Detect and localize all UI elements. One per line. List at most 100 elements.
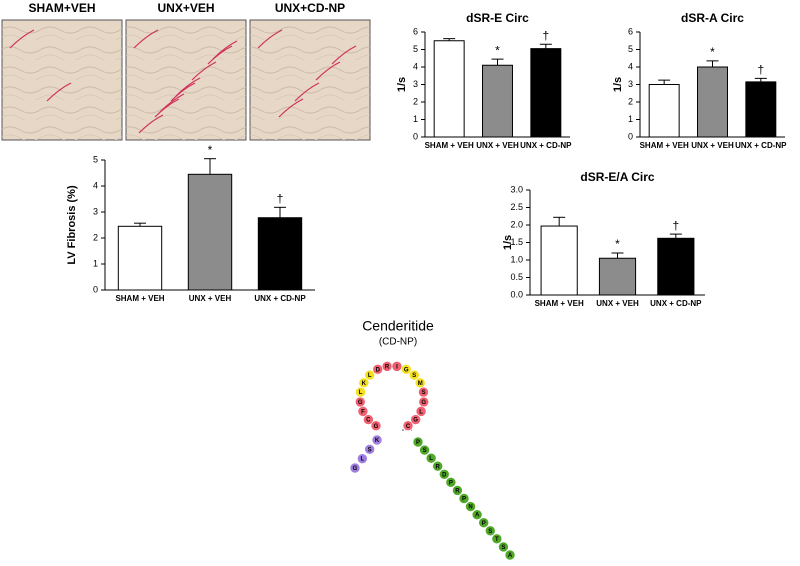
x-tick-label: UNX + VEH (691, 141, 734, 150)
bar (433, 40, 465, 138)
chart-title: dSR-E/A Circ (580, 170, 655, 184)
residue (370, 420, 382, 432)
significance-marker: † (757, 63, 764, 77)
fibrosis-streak (46, 82, 72, 102)
residue (410, 414, 421, 425)
y-tick-label: 1.0 (510, 254, 523, 264)
y-tick-label: 5 (413, 44, 418, 54)
residue-letter: L (368, 373, 372, 379)
error-bar (491, 58, 504, 66)
error-bar (274, 206, 286, 218)
residue-letter: R (436, 464, 441, 470)
residue-letter: C (366, 418, 371, 424)
panel-label: UNX+CD-NP (275, 1, 345, 15)
residue-letter: P (416, 440, 420, 446)
residue (419, 444, 430, 456)
panel-texture (250, 20, 370, 140)
error-bar (134, 222, 146, 227)
bar (117, 225, 163, 291)
fibrosis-streak (257, 29, 283, 49)
y-tick-label: 2.0 (510, 219, 523, 229)
residue-letter: I (396, 364, 398, 370)
fibrosis-streak (175, 77, 201, 97)
y-tick-label: 3.0 (510, 184, 523, 194)
y-tick-label: 0 (413, 131, 418, 141)
y-tick-label: 4 (93, 180, 98, 190)
residue-letter: L (359, 390, 363, 396)
fibrosis-streak (138, 114, 164, 134)
bar (482, 64, 513, 138)
error-bar (204, 158, 216, 175)
residue (458, 493, 470, 504)
residue-letter: S (488, 529, 492, 535)
error-bar (669, 233, 682, 239)
residue (452, 485, 463, 496)
residue-letter: T (495, 537, 499, 543)
y-tick-label: 5 (93, 154, 98, 164)
residue (357, 453, 368, 464)
residue-letter: A (475, 513, 480, 519)
bar (187, 173, 233, 291)
y-tick-label: 2 (413, 96, 418, 106)
fibrosis-streak (191, 61, 217, 81)
residue (465, 501, 476, 512)
residue (425, 452, 437, 464)
residue (358, 377, 370, 389)
y-tick-label: 0 (628, 131, 633, 141)
significance-marker: † (542, 28, 549, 42)
residue-letter: S (501, 545, 505, 551)
bar (697, 66, 728, 138)
error-bar (553, 216, 566, 227)
significance-marker: † (277, 191, 284, 205)
error-bar (443, 38, 456, 41)
y-tick-label: 1 (93, 258, 98, 268)
bar (257, 217, 303, 291)
residue-letter: P (482, 521, 486, 527)
residue-letter: D (376, 367, 381, 373)
fibrosis-streak (278, 98, 304, 118)
x-tick-label: UNX + CD-NP (735, 141, 787, 150)
fibrosis-streak (170, 82, 196, 102)
residue-letter: C (406, 424, 411, 430)
panel-label: SHAM+VEH (28, 1, 95, 15)
residue (349, 462, 361, 474)
error-bar (706, 60, 719, 67)
residue (504, 549, 516, 561)
residue-letter: S (368, 447, 372, 453)
residue-letter: N (468, 505, 472, 511)
residue-letter: K (375, 438, 380, 444)
y-tick-label: 1 (413, 114, 418, 124)
fibrosis-streak (159, 93, 185, 113)
residue (445, 477, 457, 488)
residue-letter: D (442, 472, 447, 478)
x-tick-label: UNX + VEH (189, 294, 232, 303)
residue-letter: R (455, 489, 460, 495)
residue-letter: R (385, 364, 390, 370)
y-tick-label: 0.5 (510, 272, 523, 282)
panel-texture (2, 20, 122, 140)
residue (471, 509, 483, 520)
residue-letter: S (421, 390, 425, 396)
x-tick-label: UNX + CD-NP (254, 294, 306, 303)
significance-marker: * (495, 43, 500, 57)
peptide-title: Cenderitide (362, 318, 434, 334)
residue (364, 369, 376, 381)
y-tick-label: 2.5 (510, 202, 523, 212)
residue-letter: G (358, 400, 363, 406)
residue-letter: F (361, 409, 365, 415)
y-axis-label: 1/s (612, 77, 624, 92)
residue-letter: L (360, 457, 364, 463)
residue (478, 517, 490, 529)
residue-letter: K (362, 381, 367, 387)
x-tick-label: SHAM + VEH (640, 141, 689, 150)
residue (363, 414, 374, 425)
x-tick-label: UNX + VEH (476, 141, 519, 150)
y-tick-label: 3 (413, 79, 418, 89)
error-bar (754, 77, 767, 82)
x-tick-label: UNX + VEH (596, 299, 639, 308)
error-bar (539, 43, 552, 49)
residue-letter: L (419, 409, 423, 415)
y-tick-label: 5 (628, 44, 633, 54)
x-tick-label: SHAM + VEH (115, 294, 164, 303)
